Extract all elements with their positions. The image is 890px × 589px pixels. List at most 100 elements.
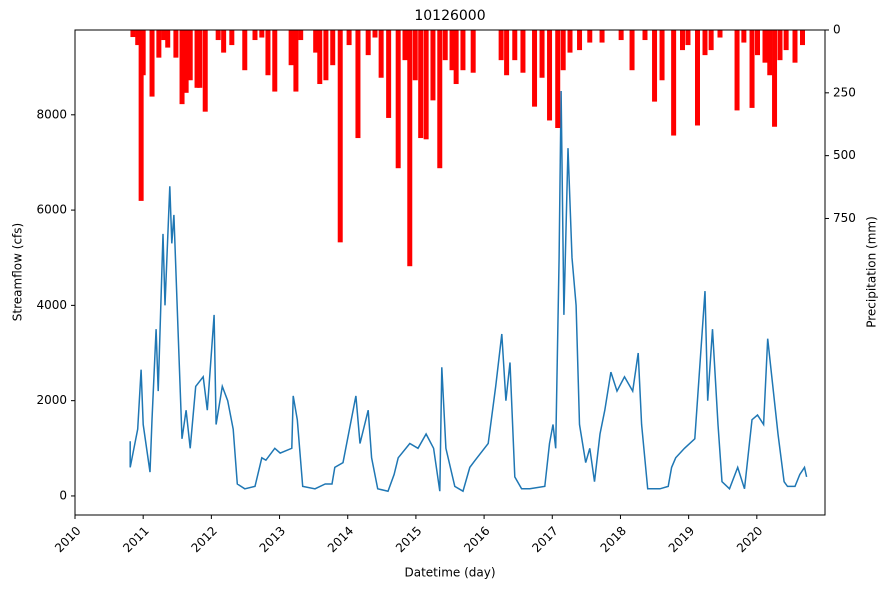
precipitation-bar [685,30,691,46]
precipitation-bar [437,30,443,169]
x-tick-label: 2013 [257,524,288,555]
x-tick-label: 2017 [529,524,560,555]
precipitation-bar [783,30,789,51]
y-tick-label: 6000 [36,203,67,217]
y2-tick-label: 500 [833,148,856,162]
precipitation-bar [138,30,144,201]
precipitation-bar [512,30,518,61]
precipitation-bar [629,30,635,71]
precipitation-bar [587,30,593,43]
precipitation-bar [504,30,510,76]
precipitation-bar [741,30,747,43]
x-axis-label: Datetime (day) [404,566,495,580]
precipitation-bar [265,30,271,76]
precipitation-bar [317,30,323,85]
precipitation-bar [680,30,685,51]
precipitation-bar [179,30,185,105]
precipitation-bar [202,30,208,112]
x-tick-label: 2011 [120,524,151,555]
precipitation-bar [800,30,805,46]
precipitation-bar [183,30,189,93]
y-axis-label: Streamflow (cfs) [11,223,25,321]
y2-tick-label: 750 [833,211,856,225]
precipitation-bar [532,30,538,107]
precipitation-bar [187,30,193,81]
precipitation-bar [449,30,455,71]
y-tick-label: 4000 [36,298,67,312]
x-tick-label: 2016 [461,524,492,555]
precipitation-bar [161,30,167,41]
precipitation-bar [298,30,304,41]
precipitation-bar [520,30,526,73]
precipitation-bar [140,30,146,76]
precipitation-bar [365,30,371,56]
precipitation-bar [717,30,723,38]
precipitation-bar [330,30,336,66]
precipitation-bar [372,30,378,38]
precipitation-bar [772,30,778,127]
precipitation-bar [259,30,265,38]
x-tick-label: 2018 [598,524,629,555]
precipitation-bar [130,30,136,38]
precipitation-bar [539,30,545,78]
precipitation-bar [197,30,203,88]
x-tick-label: 2020 [734,524,765,555]
precipitation-bar [229,30,235,46]
precipitation-bar [708,30,714,51]
precipitation-bar [337,30,343,243]
y2-tick-label: 250 [833,85,856,99]
precipitation-bar [395,30,401,169]
precipitation-bar [547,30,553,121]
precipitation-bar [288,30,294,66]
precipitation-bar [498,30,504,61]
precipitation-bar [470,30,476,73]
precipitation-bar [671,30,677,136]
precipitation-bar [577,30,583,51]
precipitation-bar [734,30,740,111]
chart-title: 10126000 [414,8,485,24]
precipitation-bar [346,30,352,46]
precipitation-bar [618,30,624,41]
precipitation-bar [135,30,141,46]
precipitation-bar [695,30,700,126]
y-tick-label: 8000 [36,107,67,121]
precipitation-bar [423,30,429,140]
precipitation-bar [386,30,392,118]
precipitation-bar [442,30,448,61]
precipitation-bar [755,30,760,56]
y2-tick-label: 0 [833,23,841,37]
precipitation-bar [762,30,768,63]
precipitation-bar [412,30,418,81]
precipitation-bar [402,30,408,61]
precipitation-bar [215,30,221,41]
precipitation-bar [323,30,329,81]
precipitation-bar [355,30,361,139]
precipitation-bar [293,30,299,92]
precipitation-bar [156,30,162,58]
precipitation-bar [560,30,566,71]
precipitation-bar [194,30,200,88]
x-tick-label: 2019 [666,524,697,555]
x-tick-label: 2015 [393,524,424,555]
y-tick-label: 0 [59,488,67,502]
precipitation-bar [792,30,798,63]
precipitation-bar [149,30,155,97]
precipitation-bar [599,30,605,43]
precipitation-bar [749,30,755,108]
precipitation-bar [777,30,783,61]
precipitation-bar [272,30,278,92]
precipitation-bar [313,30,319,53]
precipitation-bar [221,30,227,53]
x-tick-label: 2014 [325,524,356,555]
precipitation-bar [430,30,436,101]
precipitation-bar [642,30,648,41]
x-tick-label: 2012 [188,524,219,555]
precipitation-bar [702,30,708,56]
precipitation-bar [418,30,424,139]
y-tick-label: 2000 [36,393,67,407]
precipitation-bar [242,30,248,71]
streamflow-line [129,90,808,493]
precipitation-bar [173,30,179,58]
precipitation-bar [767,30,773,76]
